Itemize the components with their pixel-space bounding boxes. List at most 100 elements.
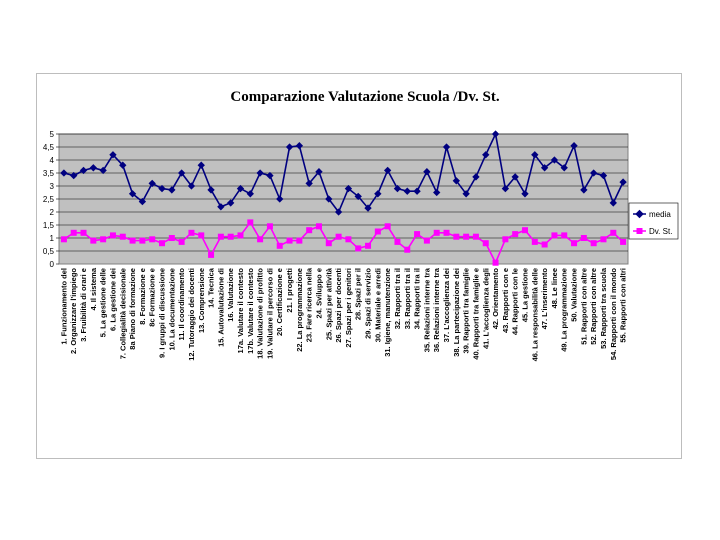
data-point bbox=[462, 190, 470, 198]
data-point bbox=[256, 169, 264, 177]
x-tick-label: 51. Rapporti con altre bbox=[579, 268, 588, 345]
x-tick-label: 43. Rapporti con e bbox=[501, 268, 510, 333]
x-tick-label: 17b. Valutare il contesto bbox=[246, 268, 255, 354]
legend: media Dv. St. bbox=[628, 202, 679, 240]
x-tick-label: 2. Organizzare l'impiego bbox=[69, 268, 78, 354]
x-axis: 1. Funzionamento del 2. Organizzare l'imp… bbox=[59, 267, 627, 361]
data-point bbox=[344, 184, 353, 193]
data-point bbox=[610, 229, 617, 236]
y-tick-label: 3,5 bbox=[43, 169, 55, 178]
data-point bbox=[217, 233, 224, 240]
data-point bbox=[521, 227, 528, 234]
y-tick-label: 3 bbox=[50, 182, 55, 191]
data-point bbox=[414, 231, 421, 238]
x-tick-label: 11. Il coordinamento bbox=[177, 268, 186, 341]
x-tick-label: 45. La gestione bbox=[520, 268, 529, 322]
data-point bbox=[70, 229, 77, 236]
data-point bbox=[531, 151, 539, 159]
x-tick-label: 8c Formazione e bbox=[148, 268, 157, 327]
x-tick-label: 27. Spazi per i genitori bbox=[344, 268, 353, 348]
x-tick-label: 3. Fruibilità di orari e bbox=[79, 268, 88, 342]
data-point bbox=[620, 238, 627, 245]
x-tick-label: 16. Valutazione bbox=[226, 268, 235, 322]
data-point bbox=[80, 229, 87, 236]
data-point bbox=[550, 156, 559, 164]
legend-media-label: media bbox=[649, 210, 671, 219]
data-point bbox=[374, 190, 382, 198]
series-media bbox=[60, 130, 627, 216]
data-point bbox=[335, 233, 342, 240]
data-point bbox=[90, 237, 97, 244]
x-tick-label: 21. I progetti bbox=[285, 268, 294, 313]
data-point bbox=[599, 171, 608, 180]
y-tick-label: 0 bbox=[50, 260, 55, 269]
data-point bbox=[178, 238, 185, 245]
x-tick-label: 20. Certificazione e bbox=[275, 268, 284, 336]
chart-title: Comparazione Valutazione Scuola /Dv. St. bbox=[230, 89, 499, 105]
x-tick-label: 10. La documentazione bbox=[167, 268, 176, 351]
data-point bbox=[296, 237, 303, 244]
series-dv-st bbox=[60, 219, 627, 266]
data-point bbox=[433, 188, 441, 197]
x-tick-label: 33. Rapporti tra il bbox=[403, 268, 412, 329]
x-tick-label: 35. Relazioni interne tra bbox=[422, 267, 431, 352]
x-tick-label: 50. Valutazione bbox=[570, 268, 579, 322]
data-point bbox=[158, 184, 166, 193]
data-point bbox=[149, 236, 156, 243]
data-point bbox=[237, 232, 244, 239]
x-tick-label: 48. Le linee bbox=[550, 268, 559, 308]
data-point bbox=[70, 171, 78, 180]
x-tick-label: 23. Fare ricerca nella bbox=[305, 267, 314, 342]
data-point bbox=[540, 164, 549, 172]
data-point bbox=[561, 232, 568, 239]
data-point bbox=[423, 237, 430, 244]
y-tick-label: 2,5 bbox=[43, 195, 55, 204]
x-tick-label: 39. Rapporti tra famiglie bbox=[462, 268, 471, 353]
x-tick-label: 7. Collegialità decisionale bbox=[118, 268, 127, 359]
x-tick-label: 47. L'inserimento bbox=[540, 268, 549, 330]
y-tick-label: 5 bbox=[50, 130, 55, 139]
data-point bbox=[433, 229, 440, 236]
data-point bbox=[266, 223, 273, 230]
x-tick-label: 25. Spazi per attività bbox=[324, 267, 333, 340]
data-point bbox=[404, 246, 411, 253]
data-point bbox=[266, 171, 274, 180]
data-point bbox=[128, 190, 137, 198]
x-tick-label: 37. L'accoglienza dei bbox=[442, 268, 451, 342]
x-tick-label: 8a Piano di formazione bbox=[128, 268, 137, 350]
data-point bbox=[453, 233, 460, 240]
x-tick-label: 13. Comprensione bbox=[197, 268, 206, 333]
data-point bbox=[315, 223, 322, 230]
data-point bbox=[325, 195, 333, 203]
y-tick-label: 2 bbox=[50, 208, 55, 217]
x-tick-label: 34. Rapporti tra il bbox=[413, 268, 422, 329]
data-point bbox=[119, 233, 126, 240]
x-tick-label: 46. La responsabilità delle bbox=[530, 268, 539, 361]
x-tick-label: 53. Rapporti tra scuola bbox=[599, 267, 608, 349]
data-point bbox=[482, 240, 489, 247]
data-point bbox=[345, 236, 352, 243]
x-tick-label: 24. Sviluppo e bbox=[314, 268, 323, 318]
data-point bbox=[374, 228, 381, 235]
data-point bbox=[463, 233, 470, 240]
x-tick-label: 31. Igiene, manutenzione bbox=[383, 268, 392, 357]
data-point bbox=[79, 166, 88, 175]
data-point bbox=[99, 166, 107, 175]
data-point bbox=[394, 238, 401, 245]
data-point bbox=[208, 251, 215, 258]
data-point bbox=[551, 232, 558, 239]
x-tick-label: 40. Rapporti tra famiglie e bbox=[471, 268, 480, 360]
data-point bbox=[580, 186, 588, 194]
data-point bbox=[472, 233, 479, 240]
x-tick-label: 36. Relazioni interne tra bbox=[432, 267, 441, 352]
data-point bbox=[60, 169, 68, 177]
data-point bbox=[502, 236, 509, 243]
y-tick-label: 4 bbox=[50, 156, 55, 165]
data-point bbox=[286, 237, 293, 244]
x-tick-label: 52. Rapporti con altre bbox=[589, 268, 598, 345]
x-tick-label: 12. Tutoraggio dei docenti bbox=[187, 268, 196, 361]
x-tick-label: 15. Autovalutazione di bbox=[216, 268, 225, 347]
data-point bbox=[217, 203, 225, 211]
series-line bbox=[63, 220, 624, 265]
